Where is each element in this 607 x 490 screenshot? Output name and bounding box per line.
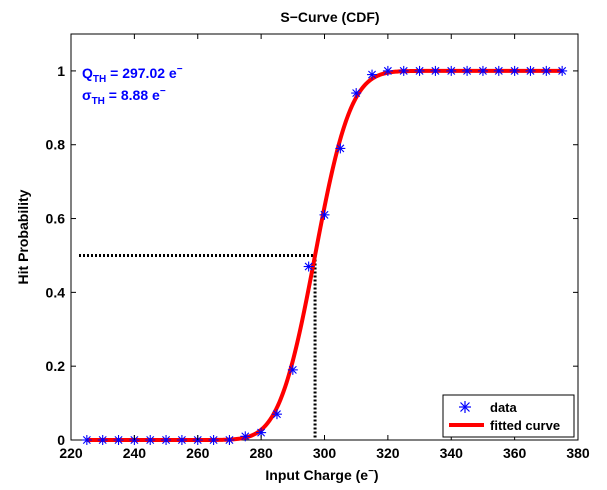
data-point — [446, 65, 457, 76]
x-axis: 220 240 260 280 300 320 340 360 380 — [59, 34, 590, 461]
q-threshold-annotation: QTH = 297.02 e− — [82, 64, 183, 85]
plot-area — [70, 33, 579, 445]
data-point — [477, 65, 488, 76]
data-point — [224, 435, 235, 445]
data-point — [382, 65, 393, 76]
x-tick-label: 380 — [566, 445, 590, 461]
data-point — [509, 65, 520, 76]
data-point — [81, 435, 92, 445]
x-tick-label: 340 — [440, 445, 464, 461]
data-point — [335, 143, 346, 154]
chart-title: S−Curve (CDF) — [280, 9, 379, 25]
data-point — [256, 427, 267, 438]
threshold-lines — [79, 253, 317, 440]
data-point — [541, 65, 552, 76]
legend: data fitted curve — [442, 394, 575, 438]
y-tick-label: 0.2 — [46, 358, 66, 374]
y-tick-label: 1 — [57, 63, 65, 79]
x-tick-label: 360 — [503, 445, 527, 461]
data-point — [208, 435, 219, 445]
data-point — [303, 261, 314, 272]
data-point — [161, 435, 172, 445]
legend-label-fitted-curve: fitted curve — [490, 418, 560, 433]
y-tick-label: 0.8 — [46, 137, 66, 153]
x-axis-title: Input Charge (e−) — [265, 466, 378, 483]
data-point — [462, 65, 473, 76]
y-tick-label: 0.6 — [46, 211, 66, 227]
data-point — [97, 435, 108, 445]
x-tick-label: 260 — [186, 445, 210, 461]
data-point — [414, 65, 425, 76]
data-point — [319, 209, 330, 220]
data-point — [557, 65, 568, 76]
legend-data-marker — [459, 401, 471, 413]
y-axis: 0 0.2 0.4 0.6 0.8 1 — [46, 63, 578, 448]
y-tick-label: 0.4 — [46, 284, 66, 300]
data-point — [525, 65, 536, 76]
data-point — [398, 65, 409, 76]
x-tick-label: 300 — [313, 445, 337, 461]
axes-box — [70, 33, 579, 441]
y-axis-title: Hit Probability — [15, 189, 31, 284]
x-axis-title-superscript: − — [368, 466, 374, 477]
data-point — [145, 435, 156, 445]
data-point — [113, 435, 124, 445]
data-point — [271, 409, 282, 420]
x-tick-label: 220 — [59, 445, 83, 461]
data-point — [493, 65, 504, 76]
legend-label-data: data — [490, 400, 518, 415]
x-tick-label: 320 — [376, 445, 400, 461]
x-tick-label: 280 — [249, 445, 273, 461]
data-point — [430, 65, 441, 76]
data-point — [176, 435, 187, 445]
data-point — [240, 431, 251, 442]
x-tick-label: 240 — [123, 445, 147, 461]
sigma-threshold-annotation: σTH = 8.88 e− — [82, 86, 166, 107]
data-point — [367, 69, 378, 80]
data-point — [351, 88, 362, 99]
y-tick-label: 0 — [57, 432, 65, 448]
data-point — [287, 364, 298, 375]
